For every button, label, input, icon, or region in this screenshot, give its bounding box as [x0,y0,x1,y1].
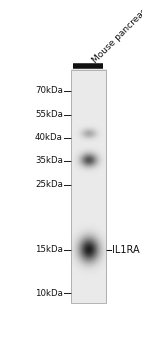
Text: 10kDa: 10kDa [35,289,63,298]
Text: 35kDa: 35kDa [35,156,63,165]
Text: 70kDa: 70kDa [35,86,63,95]
Text: IL1RA: IL1RA [112,245,140,254]
Text: Mouse pancreas: Mouse pancreas [91,7,142,65]
Text: 25kDa: 25kDa [35,180,63,189]
Bar [71,70,106,303]
Text: 40kDa: 40kDa [35,133,63,142]
Text: 55kDa: 55kDa [35,110,63,119]
Text: 15kDa: 15kDa [35,245,63,254]
